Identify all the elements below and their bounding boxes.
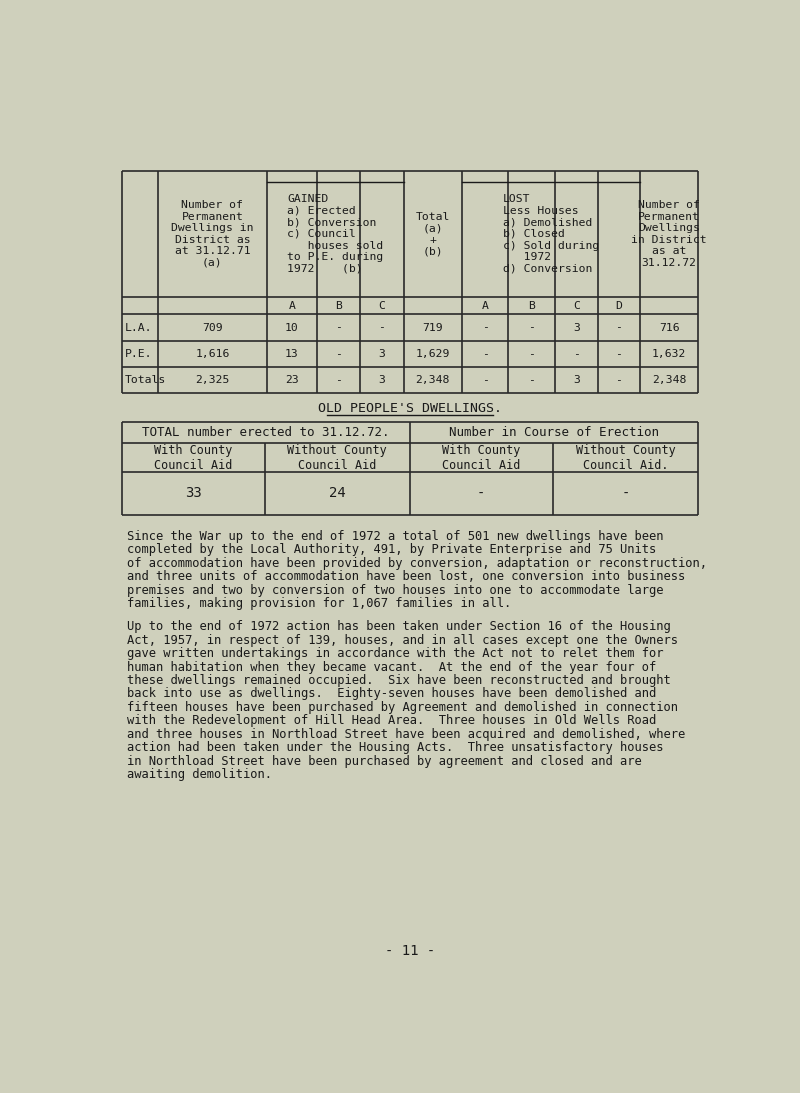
Text: Number in Course of Erection: Number in Course of Erection	[449, 426, 659, 439]
Text: with the Redevelopment of Hill Head Area.  Three houses in Old Wells Road: with the Redevelopment of Hill Head Area…	[127, 715, 656, 728]
Text: 3: 3	[573, 322, 580, 332]
Text: With County
Council Aid: With County Council Aid	[154, 444, 233, 472]
Text: A: A	[288, 301, 295, 310]
Text: D: D	[615, 301, 622, 310]
Text: -: -	[335, 375, 342, 385]
Text: of accommodation have been provided by conversion, adaptation or reconstruction,: of accommodation have been provided by c…	[127, 557, 707, 569]
Text: B: B	[528, 301, 535, 310]
Text: - 11 -: - 11 -	[385, 944, 435, 959]
Text: 33: 33	[185, 486, 202, 501]
Text: OLD PEOPLE'S DWELLINGS.: OLD PEOPLE'S DWELLINGS.	[318, 402, 502, 415]
Text: GAINED
a) Erected
b) Conversion
c) Council
   houses sold
to P.E. during
1972   : GAINED a) Erected b) Conversion c) Counc…	[287, 195, 383, 273]
Text: 2,348: 2,348	[652, 375, 686, 385]
Text: TOTAL number erected to 31.12.72.: TOTAL number erected to 31.12.72.	[142, 426, 390, 439]
Text: P.E.: P.E.	[125, 349, 152, 359]
Text: With County
Council Aid: With County Council Aid	[442, 444, 521, 472]
Text: awaiting demolition.: awaiting demolition.	[127, 768, 272, 781]
Text: -: -	[477, 486, 486, 501]
Text: gave written undertakings in accordance with the Act not to relet them for: gave written undertakings in accordance …	[127, 647, 664, 660]
Text: -: -	[482, 349, 489, 359]
Text: and three units of accommodation have been lost, one conversion into business: and three units of accommodation have be…	[127, 571, 686, 584]
Text: B: B	[335, 301, 342, 310]
Text: families, making provision for 1,067 families in all.: families, making provision for 1,067 fam…	[127, 598, 511, 610]
Text: action had been taken under the Housing Acts.  Three unsatisfactory houses: action had been taken under the Housing …	[127, 741, 664, 754]
Text: -: -	[615, 349, 622, 359]
Text: back into use as dwellings.  Eighty-seven houses have been demolished and: back into use as dwellings. Eighty-seven…	[127, 687, 656, 701]
Text: C: C	[378, 301, 385, 310]
Text: 719: 719	[422, 322, 443, 332]
Text: -: -	[378, 322, 385, 332]
Text: 709: 709	[202, 322, 222, 332]
Text: C: C	[573, 301, 580, 310]
Text: Act, 1957, in respect of 139, houses, and in all cases except one the Owners: Act, 1957, in respect of 139, houses, an…	[127, 634, 678, 647]
Text: -: -	[615, 322, 622, 332]
Text: fifteen houses have been purchased by Agreement and demolished in connection: fifteen houses have been purchased by Ag…	[127, 701, 678, 714]
Text: 3: 3	[378, 375, 385, 385]
Text: -: -	[615, 375, 622, 385]
Text: -: -	[573, 349, 580, 359]
Text: 10: 10	[285, 322, 298, 332]
Text: Up to the end of 1972 action has been taken under Section 16 of the Housing: Up to the end of 1972 action has been ta…	[127, 620, 671, 633]
Text: Since the War up to the end of 1972 a total of 501 new dwellings have been: Since the War up to the end of 1972 a to…	[127, 530, 664, 543]
Text: 2,325: 2,325	[195, 375, 230, 385]
Text: premises and two by conversion of two houses into one to accommodate large: premises and two by conversion of two ho…	[127, 584, 664, 597]
Text: 23: 23	[285, 375, 298, 385]
Text: Number of
Permanent
Dwellings in
District as
at 31.12.71
(a): Number of Permanent Dwellings in Distric…	[171, 200, 254, 268]
Text: human habitation when they became vacant.  At the end of the year four of: human habitation when they became vacant…	[127, 660, 656, 673]
Text: 3: 3	[378, 349, 385, 359]
Text: in Northload Street have been purchased by agreement and closed and are: in Northload Street have been purchased …	[127, 755, 642, 768]
Text: Totals: Totals	[125, 375, 166, 385]
Text: LOST
Less Houses
a) Demolished
b) Closed
c) Sold during
   1972
d) Conversion: LOST Less Houses a) Demolished b) Closed…	[503, 195, 599, 273]
Text: Without County
Council Aid.: Without County Council Aid.	[576, 444, 676, 472]
Text: -: -	[528, 322, 535, 332]
Text: Total
(a)
+
(b): Total (a) + (b)	[416, 212, 450, 257]
Text: -: -	[335, 349, 342, 359]
Text: -: -	[528, 349, 535, 359]
Text: and three houses in Northload Street have been acquired and demolished, where: and three houses in Northload Street hav…	[127, 728, 686, 741]
Text: 1,629: 1,629	[416, 349, 450, 359]
Text: 2,348: 2,348	[416, 375, 450, 385]
Text: -: -	[622, 486, 630, 501]
Text: 3: 3	[573, 375, 580, 385]
Text: Number of
Permanent
Dwellings
in District
as at
31.12.72: Number of Permanent Dwellings in Distric…	[631, 200, 707, 268]
Text: L.A.: L.A.	[125, 322, 152, 332]
Text: 13: 13	[285, 349, 298, 359]
Text: -: -	[482, 375, 489, 385]
Text: 1,632: 1,632	[652, 349, 686, 359]
Text: these dwellings remained occupied.  Six have been reconstructed and brought: these dwellings remained occupied. Six h…	[127, 674, 671, 687]
Text: 1,616: 1,616	[195, 349, 230, 359]
Text: -: -	[335, 322, 342, 332]
Text: 24: 24	[329, 486, 346, 501]
Text: completed by the Local Authority, 491, by Private Enterprise and 75 Units: completed by the Local Authority, 491, b…	[127, 543, 656, 556]
Text: -: -	[482, 322, 489, 332]
Text: Without County
Council Aid: Without County Council Aid	[287, 444, 387, 472]
Text: 716: 716	[659, 322, 679, 332]
Text: A: A	[482, 301, 489, 310]
Text: -: -	[528, 375, 535, 385]
